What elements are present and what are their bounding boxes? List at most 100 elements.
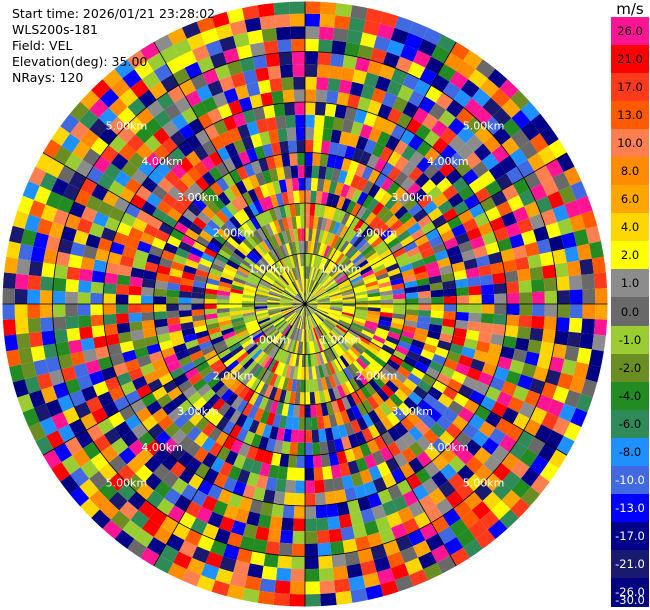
velocity-gate — [18, 243, 34, 261]
velocity-gate — [458, 407, 475, 423]
velocity-gate — [314, 311, 326, 320]
velocity-gate — [256, 313, 269, 320]
velocity-gate — [350, 4, 368, 20]
velocity-gate — [527, 436, 546, 456]
velocity-gate — [387, 441, 402, 458]
velocity-gate — [328, 219, 337, 234]
velocity-gate — [298, 177, 305, 191]
velocity-gate — [258, 337, 270, 349]
velocity-gate — [263, 104, 276, 119]
velocity-gate — [327, 333, 337, 345]
velocity-gate — [512, 412, 530, 431]
velocity-gate — [116, 371, 132, 387]
velocity-gate — [278, 389, 287, 403]
velocity-gate — [254, 296, 268, 301]
velocity-gate — [108, 135, 127, 154]
velocity-gate — [3, 334, 19, 352]
velocity-gate — [556, 435, 575, 456]
velocity-gate — [93, 259, 108, 273]
velocity-gate — [151, 237, 167, 250]
velocity-gate — [505, 314, 520, 327]
velocity-gate — [110, 153, 129, 171]
velocity-gate — [300, 304, 305, 317]
range-ring-label: 1.00km — [249, 334, 291, 347]
velocity-gate — [224, 263, 238, 274]
velocity-gate — [104, 376, 121, 392]
velocity-gate — [338, 513, 353, 529]
velocity-gate — [334, 272, 346, 282]
velocity-gate — [351, 343, 364, 355]
velocity-gate — [327, 361, 336, 375]
velocity-gate — [375, 272, 390, 281]
velocity-gate — [397, 191, 413, 206]
velocity-gate — [330, 300, 343, 303]
velocity-gate — [591, 334, 607, 352]
velocity-gate — [308, 316, 313, 329]
velocity-gate — [130, 79, 150, 98]
velocity-gate — [351, 253, 364, 265]
velocity-gate — [371, 504, 387, 521]
velocity-gate — [330, 52, 345, 68]
velocity-gate — [110, 437, 129, 455]
velocity-gate — [442, 184, 459, 201]
velocity-gate — [273, 247, 283, 261]
velocity-gate — [413, 79, 432, 97]
velocity-gate — [223, 544, 240, 561]
velocity-gate — [473, 349, 488, 363]
velocity-gate — [346, 499, 361, 514]
velocity-gate — [403, 240, 418, 253]
velocity-gate — [40, 385, 58, 404]
velocity-gate — [299, 316, 304, 329]
velocity-gate — [303, 266, 305, 279]
velocity-gate — [8, 364, 25, 383]
velocity-gate — [119, 340, 135, 354]
velocity-gate — [281, 292, 294, 299]
velocity-gate — [533, 225, 549, 242]
velocity-gate — [305, 581, 321, 595]
velocity-gate — [448, 472, 466, 491]
velocity-gate — [248, 326, 262, 336]
velocity-gate — [364, 366, 377, 380]
velocity-gate — [305, 291, 309, 304]
velocity-gate — [334, 182, 345, 196]
velocity-gate — [268, 292, 281, 298]
velocity-gate — [355, 205, 367, 220]
velocity-gate — [461, 249, 476, 262]
velocity-gate — [428, 323, 443, 333]
velocity-gate — [463, 398, 480, 415]
velocity-gate — [376, 130, 391, 147]
velocity-gate — [259, 578, 276, 593]
velocity-gate — [429, 282, 444, 291]
velocity-gate — [305, 139, 314, 153]
velocity-gate — [204, 288, 218, 295]
velocity-gate — [305, 301, 318, 304]
velocity-gate — [332, 386, 342, 401]
velocity-gate — [301, 367, 305, 380]
velocity-gate — [305, 467, 315, 481]
range-ring-label: 3.00km — [391, 191, 433, 204]
velocity-gate — [379, 146, 394, 162]
velocity-gate — [256, 227, 268, 241]
range-ring-label: 5.00km — [463, 119, 505, 132]
velocity-gate — [324, 427, 334, 442]
velocity-gate — [314, 268, 321, 281]
velocity-gate — [64, 378, 82, 395]
velocity-gate — [200, 27, 220, 45]
velocity-gate — [541, 329, 557, 344]
velocity-gate — [117, 106, 137, 126]
velocity-gate — [463, 97, 483, 117]
velocity-gate — [273, 333, 283, 345]
velocity-gate — [146, 400, 163, 416]
velocity-gate — [346, 563, 363, 579]
velocity-gate — [260, 240, 271, 253]
velocity-gate — [248, 272, 262, 282]
velocity-gate — [305, 89, 317, 103]
velocity-gate — [265, 155, 277, 170]
velocity-gate — [255, 293, 268, 299]
velocity-gate — [297, 366, 302, 380]
velocity-gate — [340, 382, 351, 397]
velocity-gate — [367, 99, 382, 116]
velocity-gate — [355, 306, 369, 311]
velocity-gate — [39, 304, 53, 318]
velocity-gate — [415, 124, 432, 141]
